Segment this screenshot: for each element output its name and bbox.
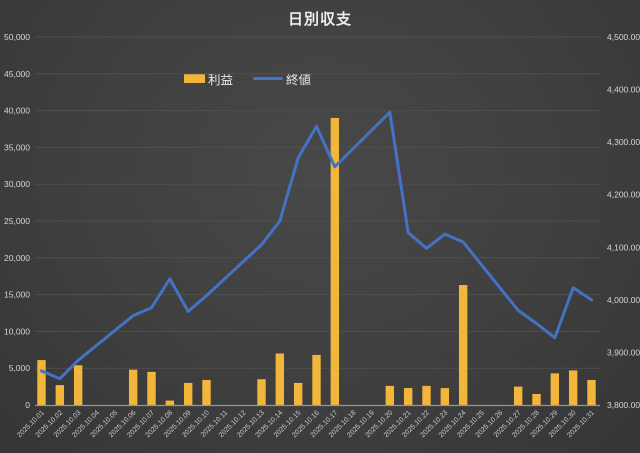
profit-bar (37, 360, 46, 405)
legend: 利益 終値 (184, 69, 311, 88)
profit-bar (55, 385, 65, 405)
profit-bar (513, 386, 523, 405)
y-axis-label-left: 5,000 (9, 363, 31, 373)
profit-bar (275, 353, 285, 405)
y-axis-label-left: 20,000 (4, 253, 30, 263)
legend-label-profit: 利益 (208, 73, 234, 87)
y-axis-label-right: 3,900.00 (607, 347, 640, 357)
profit-bar (293, 382, 303, 405)
profit-bar (312, 354, 321, 405)
profit-bar (458, 285, 468, 405)
y-axis-label-left: 30,000 (4, 179, 30, 189)
y-axis-label-right: 4,300.00 (607, 137, 640, 147)
y-axis-label-left: 15,000 (4, 290, 30, 300)
y-axis-label-left: 10,000 (4, 326, 30, 336)
y-axis-label-left: 0 (25, 400, 30, 410)
legend-item-close[interactable]: 終値 (253, 69, 311, 88)
legend-label-close: 終値 (286, 73, 312, 87)
y-axis-label-right: 4,100.00 (607, 242, 640, 252)
profit-bar (422, 385, 431, 405)
profit-bar-swatch-icon (184, 74, 205, 83)
y-axis-label-left: 45,000 (4, 69, 30, 79)
y-axis-label-left: 50,000 (4, 32, 30, 42)
y-axis-label-right: 4,400.00 (607, 85, 640, 95)
profit-bar (587, 379, 596, 405)
y-axis-label-left: 40,000 (4, 106, 30, 116)
profit-bar (550, 373, 560, 405)
y-axis-label-right: 4,000.00 (607, 295, 640, 305)
chart-title: 日別収支 (287, 11, 352, 28)
profit-bar (183, 382, 193, 405)
close-price-line (40, 110, 593, 381)
profit-bar (165, 400, 175, 405)
profit-bar (385, 385, 395, 405)
legend-item-profit[interactable]: 利益 (184, 69, 233, 88)
y-axis-label-left: 35,000 (4, 142, 30, 152)
profit-bar (202, 379, 211, 405)
y-axis-label-right: 4,200.00 (607, 190, 640, 200)
profit-bar (257, 379, 266, 405)
profit-bar (568, 370, 578, 405)
profit-bar (128, 369, 138, 405)
profit-bar (440, 388, 450, 405)
close-line-swatch-icon (253, 76, 284, 81)
y-axis-label-left: 25,000 (4, 216, 30, 226)
profit-bar (73, 365, 83, 405)
profit-bar (532, 393, 541, 405)
profit-bar (330, 117, 340, 406)
profit-bar (403, 388, 413, 405)
y-axis-label-right: 4,500.00 (607, 32, 640, 42)
y-axis-label-right: 3,800.00 (607, 400, 640, 410)
profit-bar (147, 371, 156, 405)
